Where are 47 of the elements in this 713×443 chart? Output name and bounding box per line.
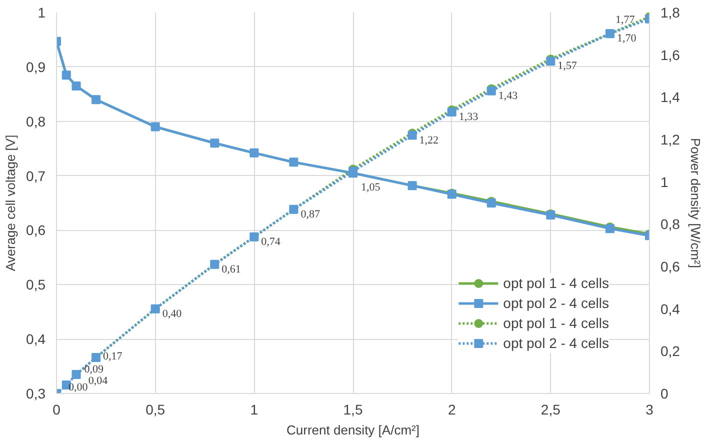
y-axis-title: Average cell voltage [V] <box>3 134 18 272</box>
y2-tick-label: 0,4 <box>660 300 680 317</box>
x-tick-label: 1,5 <box>343 402 363 418</box>
data-label: 1,05 <box>361 181 381 194</box>
data-label: 0,17 <box>103 350 123 363</box>
y2-tick-label: 0,2 <box>660 343 680 360</box>
y-tick-label: 0,7 <box>26 168 46 184</box>
data-label: 1,77 <box>616 14 636 26</box>
x-tick-label: 1 <box>250 402 258 418</box>
y2-tick-label: 1,8 <box>660 4 680 20</box>
legend-label: opt pol 2 - 4 cells <box>503 335 609 351</box>
data-label: 1,22 <box>419 134 439 146</box>
y2-tick-label: 1,2 <box>660 132 680 148</box>
x-tick-label: 0 <box>52 402 61 418</box>
legend-label: opt pol 2 - 4 cells <box>503 295 609 311</box>
x-tick-label: 2 <box>448 402 456 418</box>
y-tick-label: 0,6 <box>26 222 46 238</box>
y-tick-label: 0,5 <box>26 276 46 293</box>
data-label: 0,61 <box>222 263 241 276</box>
y2-tick-label: 0 <box>660 386 668 402</box>
data-label: 0,00 <box>68 382 88 394</box>
data-label: 1,43 <box>498 90 518 102</box>
data-label: 1,70 <box>616 32 637 45</box>
y2-tick-label: 0,6 <box>660 258 680 274</box>
data-label: 0,09 <box>84 363 104 376</box>
y2-tick-label: 1 <box>660 174 668 190</box>
x-axis-title: Current density [A/cm²] <box>286 422 420 438</box>
y2-tick-label: 1,6 <box>660 46 680 63</box>
data-label: 1,57 <box>558 60 578 72</box>
x-tick-label: 2,5 <box>540 402 561 418</box>
data-label: 0,04 <box>88 375 108 388</box>
data-label: 0,74 <box>261 236 281 248</box>
y-tick-label: 0,4 <box>26 331 46 348</box>
y-tick-label: 0,9 <box>26 58 46 75</box>
x-tick-label: 0,5 <box>146 402 166 418</box>
y-tick-label: 0,8 <box>26 113 46 130</box>
legend-label: opt pol 1 - 4 cells <box>503 275 609 291</box>
legend-label: opt pol 1 - 4 cells <box>503 315 609 331</box>
y2-tick-label: 0,8 <box>660 216 680 232</box>
data-label: 0,87 <box>300 208 320 220</box>
y2-tick-label: 1,4 <box>660 89 680 106</box>
x-tick-label: 3 <box>646 402 654 418</box>
data-label: 0,40 <box>162 308 182 320</box>
y-tick-label: 1 <box>38 4 46 20</box>
data-label: 1,33 <box>458 110 479 123</box>
y2-axis-title: Power density [W/cm²] <box>688 138 703 268</box>
y-tick-label: 0,3 <box>26 386 46 402</box>
